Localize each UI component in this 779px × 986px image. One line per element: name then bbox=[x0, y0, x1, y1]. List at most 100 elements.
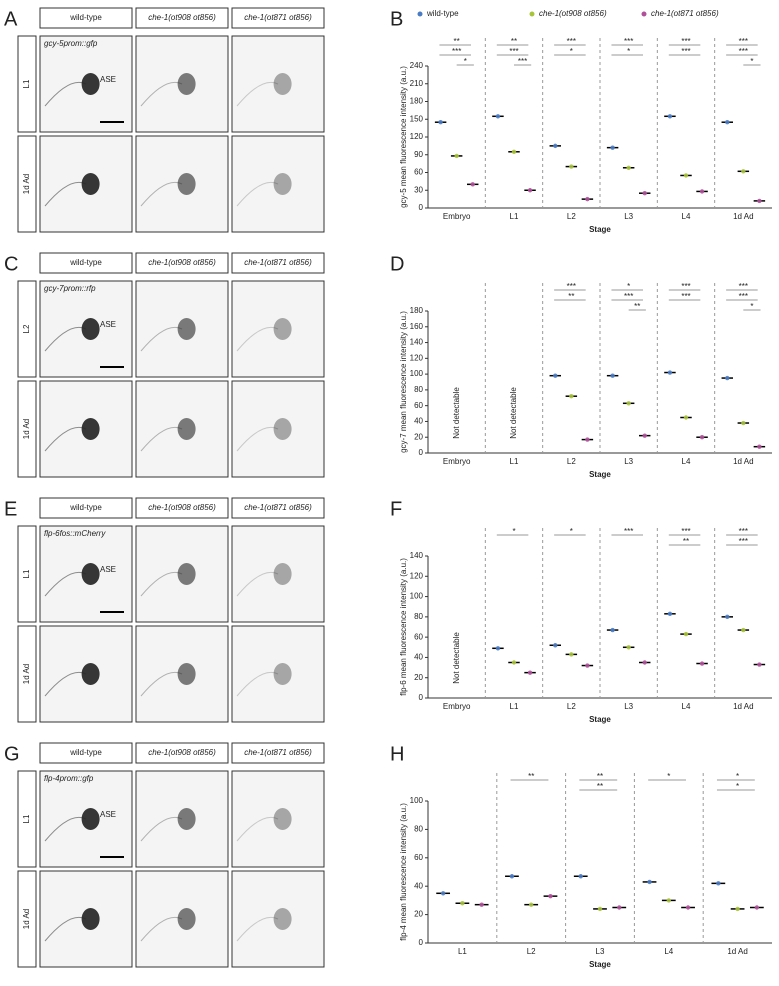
cell-body bbox=[81, 318, 100, 340]
column-header-box bbox=[39, 497, 133, 519]
neurite bbox=[236, 816, 279, 842]
cell-label: ASE bbox=[100, 75, 116, 84]
mean-dot bbox=[569, 164, 574, 169]
significance-label: *** bbox=[739, 292, 748, 301]
mean-dot bbox=[610, 373, 615, 378]
mean-dot bbox=[683, 415, 689, 420]
neurite bbox=[44, 81, 87, 107]
significance-label: ** bbox=[511, 37, 517, 46]
x-tick-label: Embryo bbox=[443, 702, 471, 711]
x-tick-label: L2 bbox=[567, 702, 576, 711]
column-header: che-1(ot908 ot856) bbox=[148, 13, 216, 22]
significance-label: *** bbox=[567, 282, 576, 291]
y-tick-label: 0 bbox=[419, 203, 424, 212]
panel-letter: B bbox=[390, 8, 403, 30]
row-label: L1 bbox=[22, 79, 31, 88]
mean-dot bbox=[617, 905, 622, 910]
x-tick-label: 1d Ad bbox=[733, 702, 753, 711]
column-header-box bbox=[231, 497, 325, 519]
reporter-label: flp-4prom::gfp bbox=[44, 774, 94, 783]
mean-dot bbox=[685, 905, 691, 910]
significance-label: ** bbox=[634, 302, 640, 311]
column-header: wild-type bbox=[69, 503, 102, 512]
significance-label: ** bbox=[597, 772, 603, 781]
column-header: wild-type bbox=[69, 13, 102, 22]
mean-dot bbox=[741, 420, 746, 426]
mean-dot bbox=[647, 879, 652, 885]
cell-body bbox=[273, 418, 292, 440]
mean-dot bbox=[754, 905, 760, 910]
mean-dot bbox=[527, 670, 533, 675]
mean-dot bbox=[725, 375, 730, 381]
legend-marker bbox=[529, 11, 535, 17]
mean-dot bbox=[511, 660, 517, 665]
y-axis-label: gcy-7 mean fluorescence intensity (a.u.) bbox=[399, 311, 408, 453]
column-header: wild-type bbox=[69, 258, 102, 267]
mean-dot bbox=[610, 627, 615, 633]
neurite bbox=[140, 81, 183, 107]
micrograph bbox=[231, 870, 325, 968]
y-axis-label: flp-4 mean fluorescence intensity (a.u.) bbox=[399, 803, 408, 941]
significance-label: * bbox=[627, 282, 630, 291]
significance-label: * bbox=[750, 57, 753, 66]
y-tick-label: 180 bbox=[410, 97, 424, 106]
column-header-box bbox=[231, 7, 325, 29]
mean-dot bbox=[553, 373, 558, 378]
neurite bbox=[44, 571, 87, 597]
mean-dot bbox=[757, 198, 762, 204]
mean-dot bbox=[597, 906, 603, 912]
micrograph bbox=[231, 770, 325, 868]
cell-body bbox=[177, 808, 196, 830]
mean-dot bbox=[527, 188, 533, 193]
legend-label: che-1(ot908 ot856) bbox=[539, 9, 607, 18]
x-tick-label: L3 bbox=[624, 702, 633, 711]
row-label-box bbox=[17, 770, 37, 868]
significance-label: *** bbox=[567, 37, 576, 46]
neurite bbox=[236, 181, 279, 207]
mean-dot bbox=[757, 444, 762, 449]
y-tick-label: 150 bbox=[410, 114, 424, 123]
cell-body bbox=[81, 663, 100, 685]
neurite bbox=[236, 671, 279, 697]
legend-marker bbox=[641, 11, 647, 17]
cell-body bbox=[81, 173, 100, 195]
mean-dot bbox=[529, 902, 534, 907]
significance-label: *** bbox=[681, 37, 690, 46]
column-header-box bbox=[135, 252, 229, 274]
row-label: L2 bbox=[22, 324, 31, 333]
row-label: 1d Ad bbox=[22, 909, 31, 929]
row-label-box bbox=[17, 280, 37, 378]
column-header-box bbox=[231, 742, 325, 764]
y-tick-label: 0 bbox=[419, 693, 424, 702]
y-tick-label: 40 bbox=[414, 417, 423, 426]
significance-label: *** bbox=[739, 47, 748, 56]
neurite bbox=[44, 671, 87, 697]
column-header-box bbox=[135, 7, 229, 29]
cell-body bbox=[177, 173, 196, 195]
mean-dot bbox=[626, 401, 631, 406]
y-tick-label: 80 bbox=[414, 612, 423, 621]
neurite bbox=[44, 816, 87, 842]
cell-body bbox=[177, 908, 196, 930]
column-header-box bbox=[39, 7, 133, 29]
mean-dot bbox=[642, 660, 647, 665]
y-tick-label: 80 bbox=[414, 825, 423, 834]
micrograph bbox=[231, 525, 325, 623]
cell-body bbox=[273, 808, 292, 830]
y-tick-label: 210 bbox=[410, 79, 424, 88]
x-axis-label: Stage bbox=[589, 960, 611, 969]
mean-dot bbox=[585, 437, 590, 442]
significance-label: ** bbox=[597, 782, 603, 791]
cell-body bbox=[177, 418, 196, 440]
micrograph bbox=[231, 135, 325, 233]
x-tick-label: L2 bbox=[567, 457, 576, 466]
column-header: che-1(ot871 ot856) bbox=[244, 13, 312, 22]
y-axis-label: gcy-5 mean fluorescence intensity (a.u.) bbox=[399, 66, 408, 208]
cell-body bbox=[273, 563, 292, 585]
significance-label: * bbox=[736, 772, 739, 781]
y-tick-label: 120 bbox=[410, 132, 424, 141]
y-tick-label: 20 bbox=[414, 910, 423, 919]
x-tick-label: L1 bbox=[458, 947, 467, 956]
mean-dot bbox=[548, 893, 553, 899]
